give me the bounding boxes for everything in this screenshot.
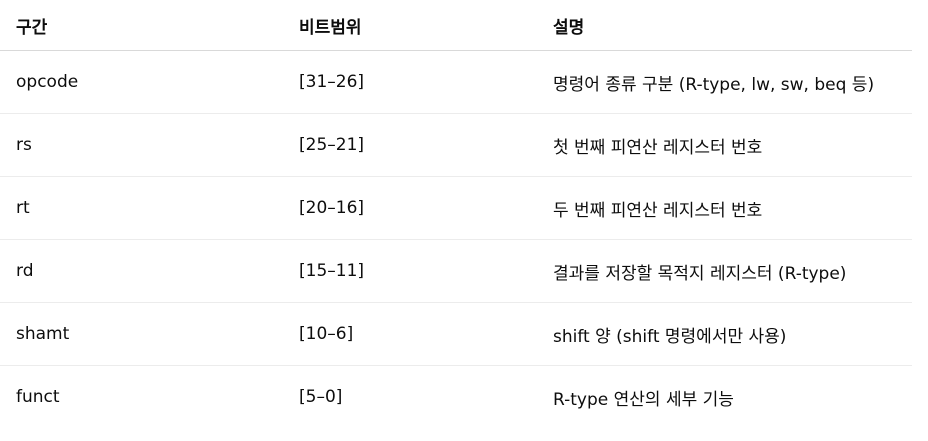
table-row: opcode [31–26] 명령어 종류 구분 (R-type, lw, sw… [0,50,912,114]
header-section: 구간 [0,0,283,51]
cell-description: R-type 연산의 세부 기능 [553,389,734,410]
table-header-row: 구간 비트범위 설명 [0,0,912,51]
cell-section: funct [16,387,60,407]
cell-description: 첫 번째 피연산 레지스터 번호 [537,113,912,177]
table-row: shamt [10–6] shift 양 (shift 명령에서만 사용) [0,302,912,366]
cell-section: rd [0,239,283,303]
cell-bit-range: [25–21] [283,113,537,177]
table-row: rs [25–21] 첫 번째 피연산 레지스터 번호 [0,113,912,177]
table-row: rt [20–16] 두 번째 피연산 레지스터 번호 [0,176,912,240]
header-bit-range: 비트범위 [283,0,537,51]
cell-bit-range: [5–0] [299,387,343,407]
cell-description: shift 양 (shift 명령에서만 사용) [537,302,912,366]
table-row: rd [15–11] 결과를 저장할 목적지 레지스터 (R-type) [0,239,912,303]
cell-description: 명령어 종류 구분 (R-type, lw, sw, beq 등) [537,50,912,114]
cell-section: shamt [0,302,283,366]
instruction-field-table: 구간 비트범위 설명 opcode [31–26] 명령어 종류 구분 (R-t… [0,0,912,429]
cell-description: 결과를 저장할 목적지 레지스터 (R-type) [537,239,912,303]
cell-bit-range: [31–26] [283,50,537,114]
cell-section: rt [0,176,283,240]
instruction-field-table-container: 구간 비트범위 설명 opcode [31–26] 명령어 종류 구분 (R-t… [0,0,912,429]
table-row: funct [5–0] R-type 연산의 세부 기능 [0,366,912,429]
cell-section: rs [0,113,283,177]
cell-description: 두 번째 피연산 레지스터 번호 [537,176,912,240]
cell-bit-range: [15–11] [283,239,537,303]
cell-bit-range: [20–16] [283,176,537,240]
cell-bit-range: [10–6] [283,302,537,366]
cell-section: opcode [0,50,283,114]
header-description: 설명 [537,0,912,51]
